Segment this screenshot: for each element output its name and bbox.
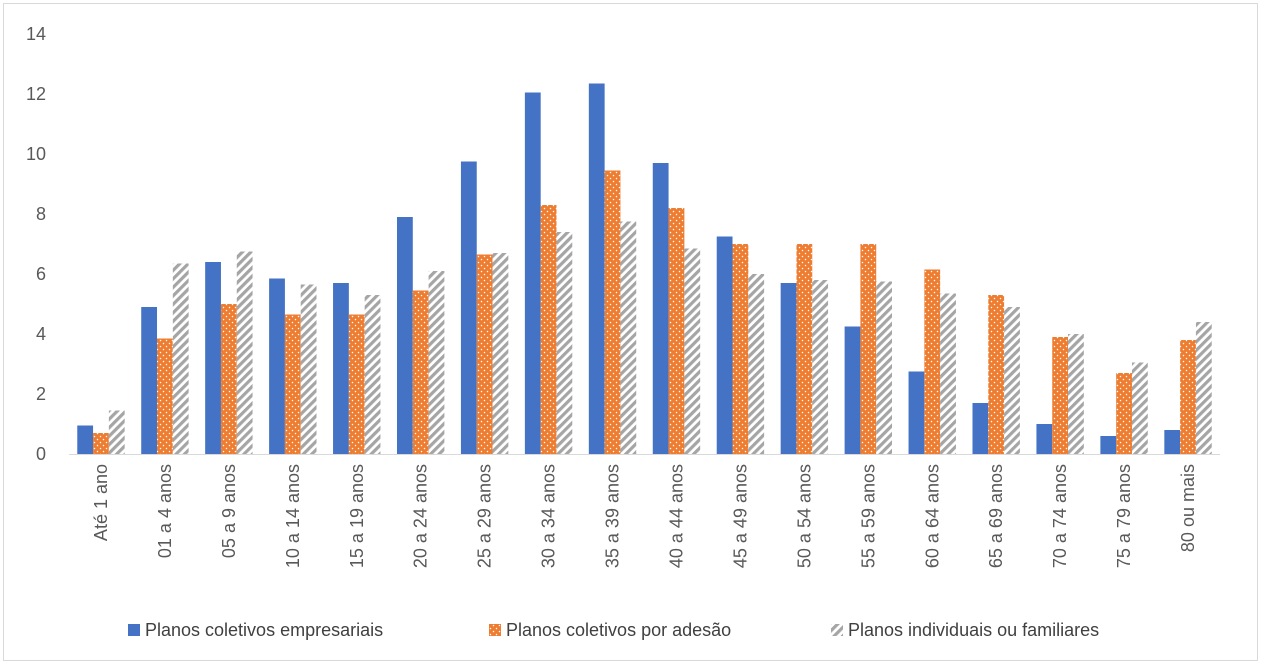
bar <box>1164 430 1181 454</box>
bar <box>284 314 301 454</box>
bar <box>604 170 621 454</box>
y-tick-label: 10 <box>26 144 46 164</box>
legend-swatch <box>831 624 843 636</box>
bar <box>93 433 109 454</box>
bar <box>780 283 797 454</box>
bar <box>108 410 125 454</box>
bar <box>716 236 733 454</box>
bar <box>620 221 637 454</box>
y-tick-label: 0 <box>36 444 46 464</box>
legend-label: Planos individuais ou familiares <box>848 620 1099 640</box>
bar <box>348 314 365 454</box>
y-tick-label: 12 <box>26 84 46 104</box>
bar <box>1116 373 1132 454</box>
bar <box>300 284 317 454</box>
y-tick-label: 14 <box>26 24 46 44</box>
x-tick-label: 10 a 14 anos <box>283 464 303 568</box>
x-tick-label: Até 1 ano <box>91 464 111 541</box>
bar <box>1004 307 1020 454</box>
bar <box>972 403 989 454</box>
x-tick-label: 35 a 39 anos <box>603 464 623 568</box>
bar <box>988 295 1005 454</box>
bar <box>668 208 685 454</box>
bar <box>860 244 877 454</box>
bar <box>908 371 925 454</box>
legend-swatch <box>489 624 501 636</box>
x-tick-label: 30 a 34 anos <box>539 464 559 568</box>
y-tick-label: 2 <box>36 384 46 404</box>
legend-swatch <box>128 624 140 636</box>
x-tick-label: 80 ou mais <box>1178 464 1198 552</box>
bar <box>412 290 429 454</box>
bar <box>1180 340 1196 454</box>
bar <box>876 281 893 454</box>
bar <box>220 304 237 454</box>
x-tick-label: 60 a 64 anos <box>922 464 942 568</box>
bar <box>492 253 509 454</box>
bar <box>476 254 493 454</box>
x-tick-label: 20 a 24 anos <box>411 464 431 568</box>
bar <box>588 83 605 454</box>
bar <box>540 205 557 454</box>
bar <box>796 244 813 454</box>
bar <box>924 269 941 454</box>
x-tick-label: 55 a 59 anos <box>858 464 878 568</box>
bars <box>77 83 1212 454</box>
x-tick-label: 70 a 74 anos <box>1050 464 1070 568</box>
y-tick-label: 6 <box>36 264 46 284</box>
bar <box>940 293 956 454</box>
bar <box>524 92 541 454</box>
bar <box>141 307 158 454</box>
bar <box>684 248 701 454</box>
x-axis-ticks: Até 1 ano 01 a 4 anos 05 a 9 anos 10 a 14 a… <box>91 464 1198 568</box>
bar <box>1131 362 1148 454</box>
x-tick-label: 25 a 29 anos <box>475 464 495 568</box>
y-tick-label: 4 <box>36 324 46 344</box>
bar <box>396 217 413 454</box>
bar <box>1052 337 1069 454</box>
bar <box>1036 424 1053 454</box>
bar <box>236 251 253 454</box>
legend: Planos coletivos empresariais Planos cole… <box>128 620 1099 640</box>
bar <box>460 161 477 454</box>
x-tick-label: 75 a 79 anos <box>1114 464 1134 568</box>
x-tick-label: 15 a 19 anos <box>347 464 367 568</box>
x-tick-label: 45 a 49 anos <box>730 464 750 568</box>
x-tick-label: 05 a 9 anos <box>219 464 239 558</box>
x-tick-label: 40 a 44 anos <box>666 464 686 568</box>
bar <box>364 295 381 454</box>
bar <box>333 283 349 454</box>
bar <box>556 232 573 454</box>
bar <box>205 262 221 454</box>
x-tick-label: 01 a 4 anos <box>155 464 175 558</box>
bar <box>428 271 445 454</box>
bar <box>1068 334 1084 454</box>
bar <box>1100 436 1117 454</box>
bar <box>1195 322 1212 454</box>
bar <box>77 425 94 454</box>
bar <box>172 263 189 454</box>
x-tick-label: 50 a 54 anos <box>794 464 814 568</box>
bar <box>748 274 765 454</box>
y-tick-label: 8 <box>36 204 46 224</box>
x-tick-label: 65 a 69 anos <box>986 464 1006 568</box>
bar <box>812 280 829 454</box>
legend-label: Planos coletivos por adesão <box>506 620 731 640</box>
legend-label: Planos coletivos empresariais <box>145 620 383 640</box>
bar <box>732 244 749 454</box>
bar <box>269 278 285 454</box>
bar <box>652 163 669 454</box>
bar <box>157 338 173 454</box>
y-axis-ticks: 0 2 4 6 8 10 12 14 <box>26 24 46 464</box>
bar <box>844 326 861 454</box>
